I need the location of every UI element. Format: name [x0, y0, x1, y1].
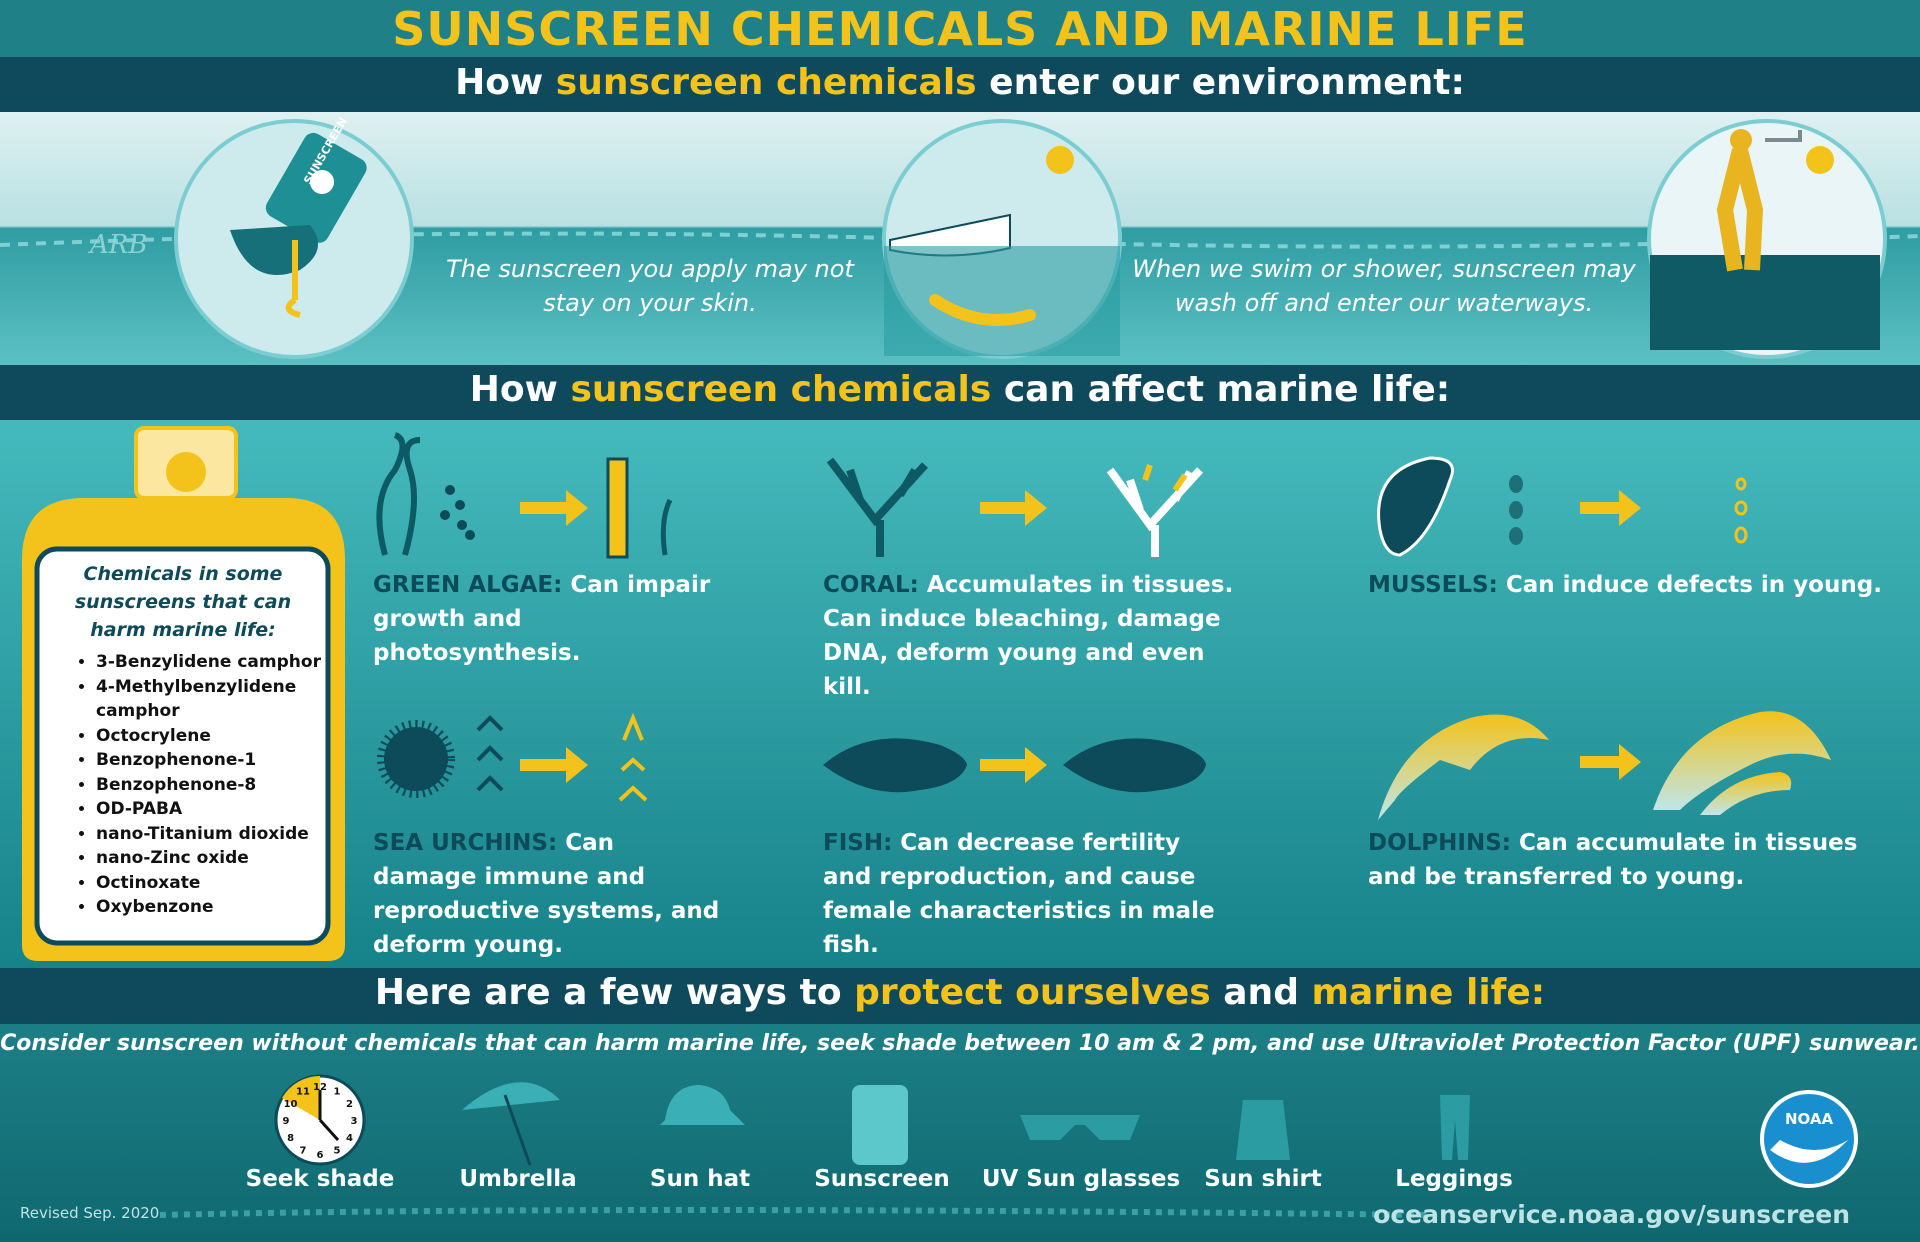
artist-stamp: ARB [88, 230, 147, 260]
clock-number: 4 [346, 1133, 353, 1144]
clock-number: 9 [283, 1116, 290, 1127]
clock-number: 8 [287, 1133, 294, 1144]
organism: MUSSELS: Can induce defects in young. [1368, 568, 1888, 602]
caption: When we swim or shower, sunscreen may wa… [1132, 255, 1636, 317]
organism-name: GREEN ALGAE: [373, 572, 563, 598]
clock-number: 12 [313, 1082, 327, 1093]
protect-item: Leggings [1395, 1166, 1513, 1192]
chemical: Benzophenone-1 [96, 748, 336, 773]
advice-note: Consider sunscreen without chemicals tha… [0, 1031, 1920, 1056]
protect-item: Sun hat [649, 1166, 751, 1192]
logo-text: NOAA [1785, 1110, 1834, 1128]
organism: GREEN ALGAE: Can impair growth and photo… [373, 568, 723, 670]
organism-name: MUSSELS: [1368, 572, 1498, 598]
heading-part: enter our environment: [989, 62, 1465, 103]
revision-date: Revised Sep. 2020 [20, 1204, 160, 1222]
heading-part: can affect marine life: [1003, 369, 1451, 410]
organism: SEA URCHINS: Can damage immune and repro… [373, 826, 723, 962]
chemicals-heading: Chemicals in some sunscreens that can ha… [74, 563, 292, 641]
chemical: nano-Titanium dioxide [96, 822, 336, 847]
main-title: SUNSCREEN CHEMICALS AND MARINE LIFE [392, 2, 1528, 56]
organism-effect: Can damage immune and reproductive syste… [373, 830, 720, 958]
heading-part: How [469, 369, 558, 410]
clock-number: 6 [317, 1150, 324, 1161]
heading-highlight: sunscreen chemicals [570, 369, 992, 410]
chemical: Octocrylene [96, 724, 336, 749]
clock-number: 7 [300, 1145, 307, 1156]
organism-effect: Can decrease fertility and reproduction,… [823, 830, 1215, 958]
organism-effect: Accumulates in tissues. Can induce bleac… [823, 572, 1234, 700]
protect-item: Umbrella [459, 1166, 577, 1192]
chemical: 3-Benzylidene camphor [96, 650, 336, 675]
clock-number: 5 [334, 1145, 341, 1156]
clock-number: 11 [296, 1087, 310, 1098]
protect-item: UV Sun glasses [981, 1166, 1181, 1192]
protect-item: Sunscreen [814, 1166, 950, 1192]
organism-effect: Can induce defects in young. [1505, 572, 1882, 598]
heading-part: and [1223, 972, 1299, 1013]
organism: DOLPHINS: Can accumulate in tissues and … [1368, 826, 1888, 894]
clock-number: 1 [334, 1087, 341, 1098]
caption: The sunscreen you apply may not stay on … [446, 255, 854, 317]
section-heading: Here are a few ways to protect ourselves… [0, 972, 1920, 1013]
heading-highlight: marine life: [1311, 972, 1546, 1013]
source-url: oceanservice.noaa.gov/sunscreen [1373, 1200, 1850, 1229]
heading-highlight: sunscreen chemicals [555, 62, 977, 103]
organism: CORAL: Accumulates in tissues. Can induc… [823, 568, 1243, 704]
organism-name: DOLPHINS: [1368, 830, 1511, 856]
chemical: OD-PABA [96, 797, 336, 822]
organism-effect: Can accumulate in tissues and be transfe… [1368, 830, 1858, 890]
heading-highlight: protect ourselves [854, 972, 1211, 1013]
organism-name: SEA URCHINS: [373, 830, 558, 856]
clock-number: 2 [346, 1099, 353, 1110]
protect-item: Seek shade [245, 1166, 395, 1192]
organism-effect: Can impair growth and photosynthesis. [373, 572, 711, 666]
chemical: 4-Methylbenzylidene camphor [96, 675, 336, 724]
heading-part: Here are a few ways to [374, 972, 842, 1013]
chemical: Octinoxate [96, 871, 336, 896]
section-heading: How sunscreen chemicals can affect marin… [0, 369, 1920, 410]
chemical: nano-Zinc oxide [96, 846, 336, 871]
clock-number: 3 [351, 1116, 358, 1127]
chemical: Benzophenone-8 [96, 773, 336, 798]
chemical-list: 3-Benzylidene camphor 4-Methylbenzyliden… [80, 650, 336, 920]
heading-part: How [455, 62, 544, 103]
protect-item: Sun shirt [1204, 1166, 1322, 1192]
organism-name: CORAL: [823, 572, 919, 598]
chemical: Oxybenzone [96, 895, 336, 920]
organism-name: FISH: [823, 830, 893, 856]
organism: FISH: Can decrease fertility and reprodu… [823, 826, 1223, 962]
section-heading: How sunscreen chemicals enter our enviro… [0, 62, 1920, 103]
clock-number: 10 [284, 1099, 298, 1110]
